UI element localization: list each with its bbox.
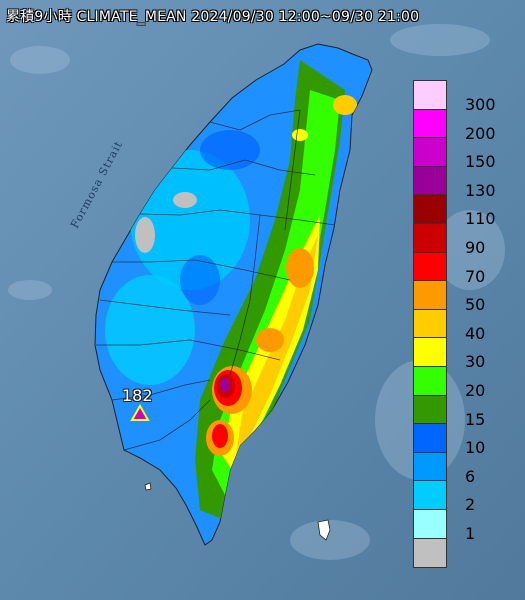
legend-swatch bbox=[413, 366, 447, 396]
legend-swatch bbox=[413, 80, 447, 110]
legend-swatch bbox=[413, 537, 447, 568]
legend-swatch bbox=[413, 280, 447, 311]
legend-label: 50 bbox=[465, 295, 486, 315]
legend-swatch bbox=[413, 194, 447, 225]
map-title: 累積9小時 CLIMATE_MEAN 2024/09/30 12:00~09/3… bbox=[6, 9, 420, 25]
legend-label: 1 bbox=[465, 524, 476, 543]
legend-label: 200 bbox=[465, 123, 496, 143]
legend-label: 70 bbox=[465, 266, 486, 286]
legend-swatch bbox=[413, 337, 447, 368]
legend-swatch bbox=[413, 251, 447, 282]
legend-swatch bbox=[413, 308, 447, 339]
legend-label: 300 bbox=[465, 95, 496, 114]
legend-label: 130 bbox=[465, 180, 496, 200]
county-boundaries bbox=[96, 109, 336, 451]
legend-label: 15 bbox=[465, 409, 486, 429]
legend-swatch bbox=[413, 509, 447, 539]
legend-label: 90 bbox=[465, 238, 486, 257]
legend-swatch bbox=[413, 423, 447, 454]
legend-swatch bbox=[413, 480, 447, 511]
max-rainfall-label: 182 bbox=[122, 386, 153, 405]
rainfall-legend: 300 200 150 130 110 90 70 50 40 30 20 15 10 6 2 1 bbox=[413, 80, 513, 570]
legend-swatch bbox=[413, 394, 447, 425]
rainfall-field bbox=[105, 60, 357, 520]
legend-label: 20 bbox=[465, 381, 486, 400]
legend-swatch bbox=[413, 451, 447, 482]
legend-label: 30 bbox=[465, 352, 486, 372]
legend-swatch bbox=[413, 223, 447, 253]
legend-label: 40 bbox=[465, 323, 486, 343]
max-station-marker bbox=[130, 403, 150, 421]
legend-label: 6 bbox=[465, 466, 476, 486]
legend-swatch bbox=[413, 137, 447, 168]
legend-label: 2 bbox=[465, 495, 476, 515]
legend-label: 150 bbox=[465, 152, 496, 172]
offshore-islands bbox=[144, 482, 331, 541]
legend-swatch bbox=[413, 165, 447, 196]
legend-label: 10 bbox=[465, 438, 486, 458]
legend-swatch bbox=[413, 108, 447, 139]
legend-label: 110 bbox=[465, 209, 496, 229]
